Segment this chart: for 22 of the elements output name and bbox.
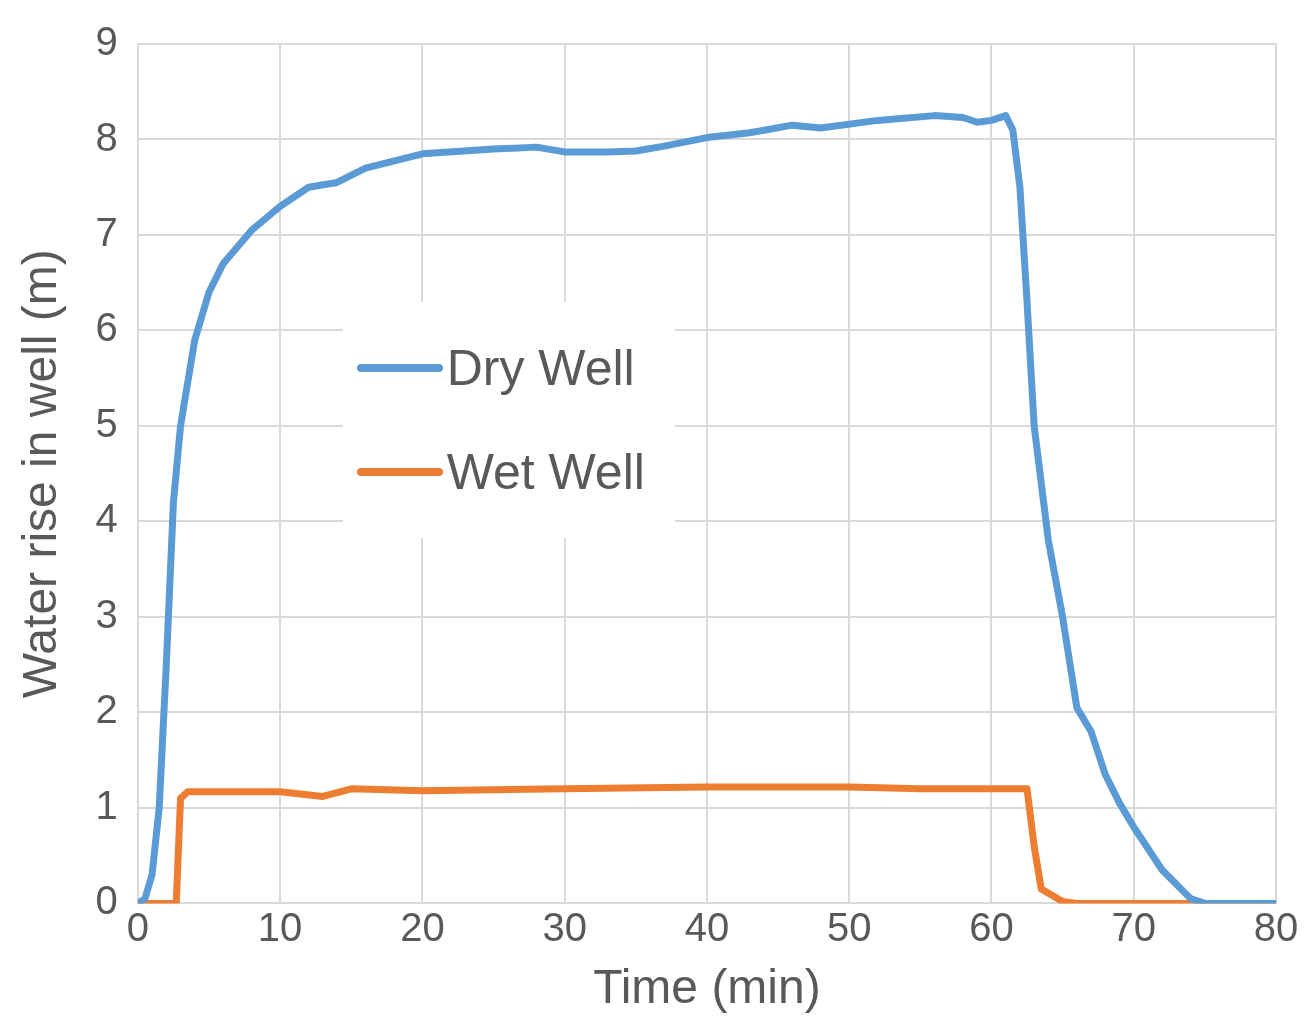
legend-label: Wet Well — [446, 442, 645, 501]
y-tick-label: 1 — [95, 782, 118, 827]
x-tick-label: 10 — [257, 905, 303, 950]
y-tick-label: 6 — [95, 305, 118, 350]
y-axis-title: Water rise in well (m) — [13, 249, 67, 699]
y-tick-label: 2 — [95, 687, 118, 732]
x-tick-label: 20 — [400, 905, 445, 950]
x-tick-label: 40 — [684, 905, 730, 950]
y-tick-label: 7 — [95, 210, 118, 255]
x-tick-label: 0 — [126, 905, 149, 950]
y-tick-label: 9 — [95, 19, 118, 64]
x-tick-label: 60 — [969, 905, 1014, 950]
legend-label: Dry Well — [446, 338, 635, 397]
x-axis-title: Time (min) — [593, 960, 821, 1014]
y-tick-label: 3 — [95, 591, 118, 636]
y-tick-label: 4 — [95, 496, 118, 541]
x-tick-label: 50 — [826, 905, 872, 950]
y-tick-label: 5 — [95, 400, 118, 445]
x-tick-label: 80 — [1253, 905, 1299, 950]
x-tick-label: 30 — [542, 905, 587, 950]
x-tick-label: 70 — [1111, 905, 1156, 950]
y-tick-label: 8 — [95, 114, 118, 159]
